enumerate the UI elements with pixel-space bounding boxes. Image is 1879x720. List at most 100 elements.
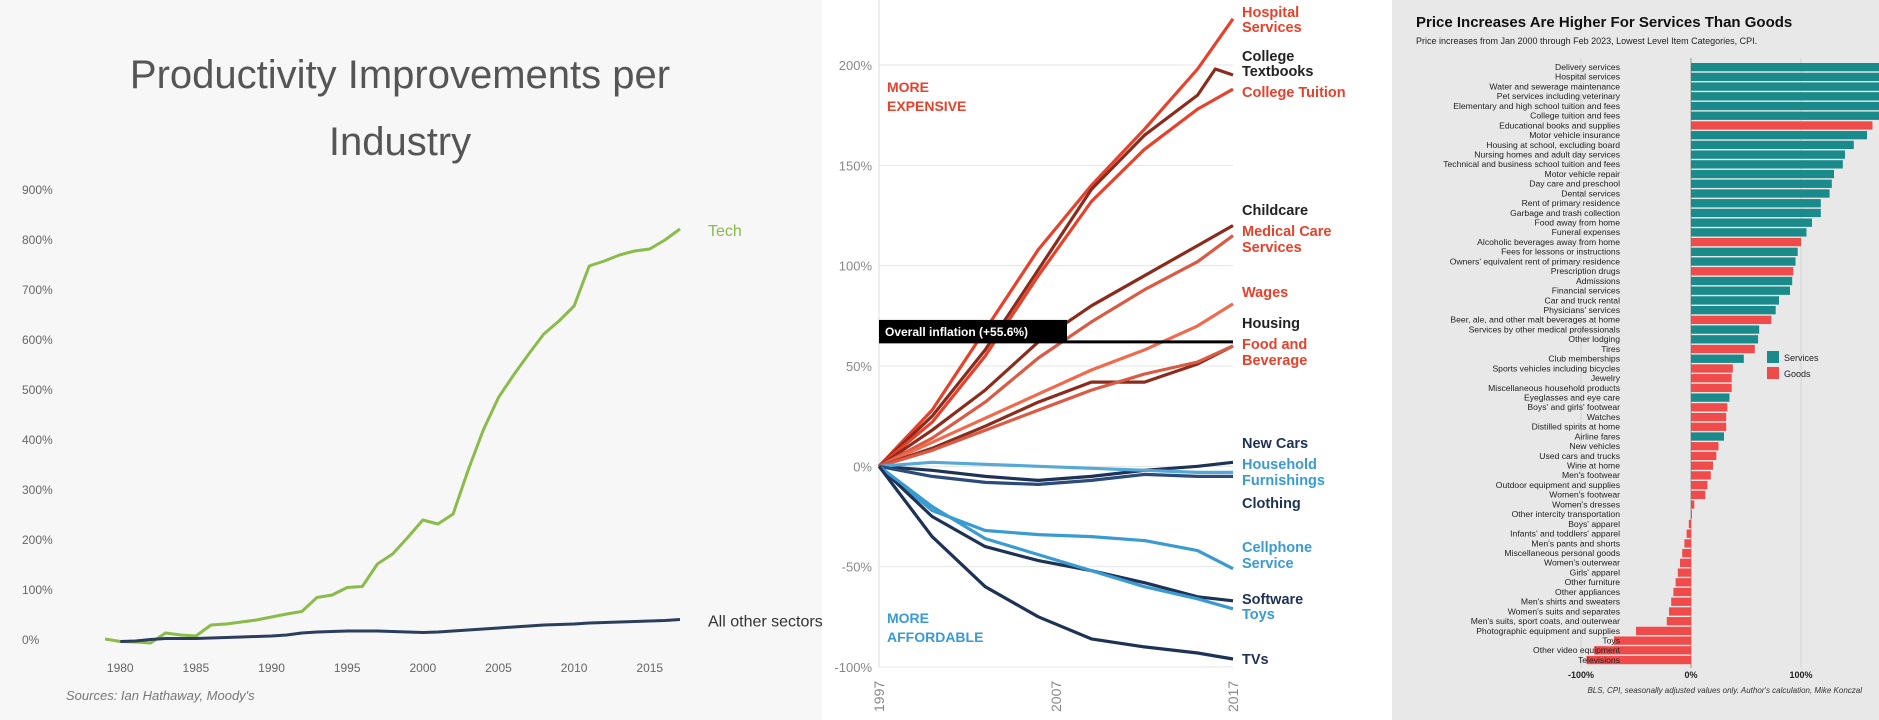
bar-televisions	[1586, 655, 1691, 665]
category-label: Services by other medical professionals	[1469, 324, 1620, 334]
series-label-new-cars: New Cars	[1242, 436, 1308, 452]
series-line-software	[877, 465, 1234, 603]
x-tick-label: 1980	[107, 661, 134, 675]
bar-sports-vehicles-including-bicycles	[1691, 364, 1733, 373]
series-label-medical-care-services: Services	[1242, 240, 1302, 256]
series-line-hospital-services	[877, 17, 1235, 468]
y-tick-label: -50%	[842, 560, 873, 575]
category-label: Jewelry	[1591, 373, 1621, 383]
series-label-college-textbooks: College	[1242, 49, 1294, 65]
series-line-housing	[878, 344, 1234, 468]
chart-title: Price Increases Are Higher For Services …	[1416, 14, 1792, 31]
bar-services-by-other-medical-professionals	[1691, 325, 1760, 334]
category-label: Financial services	[1552, 286, 1620, 296]
y-tick-label: 700%	[22, 283, 53, 297]
category-label: Fees for lessons or instructions	[1501, 247, 1620, 257]
bar-dental-services	[1691, 189, 1830, 198]
category-label: Miscellaneous personal goods	[1504, 548, 1620, 558]
bar-college-tuition-and-fees	[1691, 111, 1879, 120]
bar-women-s-dresses	[1691, 500, 1695, 509]
bar-women-s-outerwear	[1680, 558, 1691, 568]
productivity-chart-panel: Productivity Improvements per Industry 0…	[0, 0, 822, 720]
x-tick-label: 1997	[871, 681, 887, 712]
category-label: Motor vehicle insurance	[1529, 130, 1620, 140]
bar-garbage-and-trash-collection	[1691, 208, 1821, 218]
bar-airline-fares	[1691, 432, 1724, 441]
bar-fees-for-lessons-or-instructions	[1691, 247, 1798, 256]
bar-watches	[1691, 412, 1727, 422]
bar-day-care-and-preschool	[1691, 179, 1832, 188]
bar-men-s-footwear	[1691, 471, 1711, 480]
category-label: Car and truck rental	[1545, 295, 1621, 305]
category-label: Women's footwear	[1549, 490, 1620, 500]
category-label: Physicians' services	[1543, 305, 1620, 315]
category-label: Technical and business school tuition an…	[1443, 159, 1620, 169]
category-label: Outdoor equipment and supplies	[1496, 480, 1620, 490]
footnote: BLS, CPI, seasonally adjusted values onl…	[1587, 686, 1862, 695]
category-label: Elementary and high school tuition and f…	[1453, 101, 1620, 111]
series-label-clothing: Clothing	[1242, 496, 1301, 512]
series-line-new-cars	[878, 460, 1234, 482]
category-label: Televisions	[1578, 655, 1620, 665]
bar-owners-equivalent-rent-of-primary-residence	[1691, 257, 1796, 266]
category-label: Boys' apparel	[1568, 519, 1620, 529]
category-label: Rent of primary residence	[1522, 198, 1621, 208]
bar-tires	[1691, 344, 1755, 354]
bar-other-furniture	[1675, 578, 1691, 587]
bar-nursing-homes-and-adult-day-services	[1691, 150, 1845, 159]
series-line-tech	[104, 227, 681, 645]
category-label: Educational books and supplies	[1499, 120, 1620, 130]
series-line-toys	[878, 465, 1234, 611]
x-tick-label: 2005	[485, 661, 512, 675]
series-label-toys: Toys	[1242, 607, 1275, 623]
series-label-hospital-services: Services	[1242, 20, 1302, 36]
y-tick-label: -100%	[834, 660, 872, 675]
y-tick-label: 200%	[839, 58, 873, 73]
category-label: Photographic equipment and supplies	[1476, 626, 1620, 636]
bar-prescription-drugs	[1691, 267, 1794, 276]
y-tick-label: 0%	[22, 633, 40, 647]
category-label: Women's dresses	[1552, 499, 1620, 509]
category-label: New vehicles	[1569, 441, 1620, 451]
y-tick-label: 150%	[839, 158, 873, 173]
category-label: Club memberships	[1548, 354, 1620, 364]
category-label: Wine at home	[1567, 461, 1620, 471]
x-tick-label: 2007	[1048, 681, 1064, 712]
category-label: Day care and preschool	[1529, 179, 1620, 189]
bar-pet-services-including-veterinary	[1691, 92, 1879, 101]
series-label-childcare: Childcare	[1242, 203, 1308, 219]
x-tick-label: 100%	[1789, 670, 1812, 680]
source-note: Sources: Ian Hathaway, Moody's	[66, 688, 255, 703]
bar-men-s-shirts-and-sweaters	[1671, 597, 1691, 606]
x-tick-label: 2000	[409, 661, 436, 675]
bar-food-away-from-home	[1691, 218, 1812, 227]
bar-financial-services	[1691, 286, 1790, 295]
chart-title-line-1: Productivity Improvements per	[130, 53, 670, 97]
category-label: Girls' apparel	[1570, 567, 1620, 577]
category-label: Eyeglasses and eye care	[1524, 392, 1620, 402]
y-tick-label: 900%	[22, 183, 53, 197]
bar-physicians-services	[1691, 306, 1776, 315]
category-label: Airline fares	[1575, 431, 1620, 441]
bar-photographic-equipment-and-supplies	[1636, 626, 1691, 636]
category-label: Hospital services	[1555, 72, 1620, 82]
category-label: Men's shirts and sweaters	[1521, 597, 1620, 607]
services-goods-chart-panel: Price Increases Are Higher For Services …	[1392, 0, 1879, 720]
category-label: Housing at school, excluding board	[1486, 140, 1620, 150]
bar-motor-vehicle-insurance	[1691, 131, 1867, 140]
category-label: Sports vehicles including bicycles	[1492, 363, 1620, 373]
series-line-cellphone-service	[877, 465, 1234, 571]
x-tick-label: 1995	[334, 661, 361, 675]
services-goods-chart: Price Increases Are Higher For Services …	[1416, 14, 1879, 695]
x-tick-label: -100%	[1568, 670, 1594, 680]
chart-subtitle: Price increases from Jan 2000 through Fe…	[1416, 36, 1757, 46]
bar-toys	[1614, 636, 1691, 645]
category-label: Delivery services	[1555, 62, 1620, 72]
series-label-food-and-beverage: Food and	[1242, 337, 1307, 353]
series-label-household-furnishings: Household	[1242, 457, 1317, 473]
series-line-wages	[878, 302, 1234, 468]
category-label: Alcoholic beverages away from home	[1477, 237, 1620, 247]
more-expensive-label: EXPENSIVE	[887, 98, 966, 114]
x-tick-label: 2010	[561, 661, 588, 675]
category-label: Other furniture	[1565, 577, 1621, 587]
